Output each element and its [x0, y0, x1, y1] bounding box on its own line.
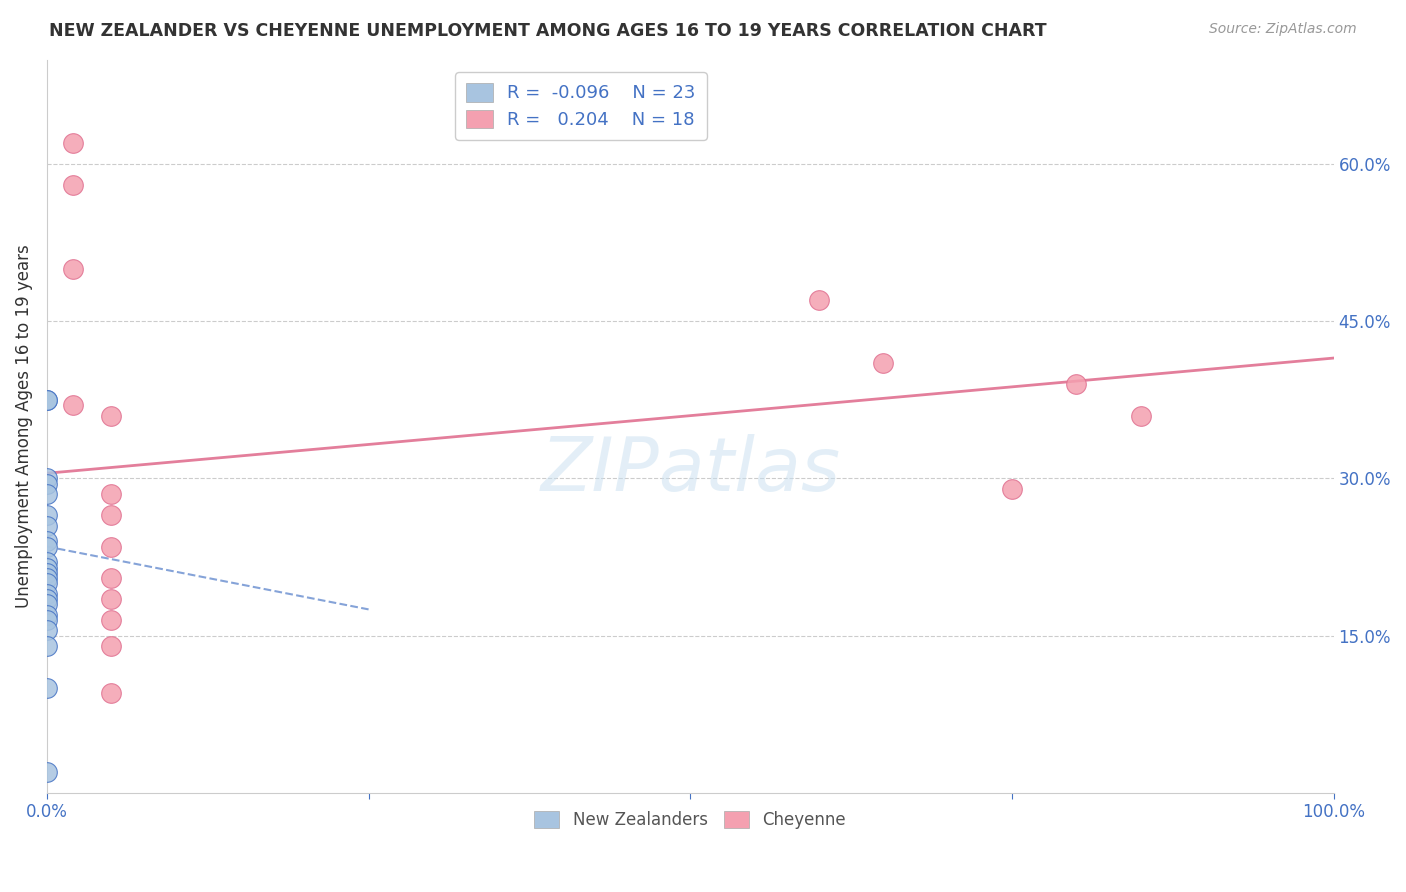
Point: [1064, 377, 1087, 392]
Point: [35, 476, 58, 491]
Point: [35, 591, 58, 606]
Point: [100, 571, 122, 585]
Point: [100, 613, 122, 627]
Point: [100, 487, 122, 501]
Text: NEW ZEALANDER VS CHEYENNE UNEMPLOYMENT AMONG AGES 16 TO 19 YEARS CORRELATION CHA: NEW ZEALANDER VS CHEYENNE UNEMPLOYMENT A…: [49, 22, 1047, 40]
Point: [100, 591, 122, 606]
Point: [35, 508, 58, 523]
Point: [100, 409, 122, 423]
Point: [100, 540, 122, 554]
Point: [100, 639, 122, 653]
Point: [35, 764, 58, 779]
Point: [872, 356, 894, 370]
Point: [807, 293, 830, 308]
Point: [35, 607, 58, 622]
Point: [35, 681, 58, 695]
Legend: New Zealanders, Cheyenne: New Zealanders, Cheyenne: [527, 804, 853, 836]
Text: ZIPatlas: ZIPatlas: [540, 434, 841, 506]
Point: [1129, 409, 1152, 423]
Point: [35, 566, 58, 580]
Point: [35, 392, 58, 407]
Point: [35, 540, 58, 554]
Point: [62, 398, 84, 412]
Point: [35, 471, 58, 485]
Point: [35, 624, 58, 638]
Point: [35, 587, 58, 601]
Point: [35, 571, 58, 585]
Point: [35, 576, 58, 591]
Y-axis label: Unemployment Among Ages 16 to 19 years: Unemployment Among Ages 16 to 19 years: [15, 244, 32, 608]
Point: [35, 555, 58, 569]
Point: [35, 639, 58, 653]
Point: [62, 136, 84, 151]
Point: [35, 487, 58, 501]
Point: [62, 178, 84, 193]
Point: [35, 534, 58, 549]
Point: [62, 262, 84, 277]
Point: [35, 613, 58, 627]
Text: Source: ZipAtlas.com: Source: ZipAtlas.com: [1209, 22, 1357, 37]
Point: [35, 597, 58, 611]
Point: [35, 392, 58, 407]
Point: [1001, 482, 1024, 496]
Point: [100, 508, 122, 523]
Point: [35, 518, 58, 533]
Point: [100, 686, 122, 700]
Point: [35, 560, 58, 574]
